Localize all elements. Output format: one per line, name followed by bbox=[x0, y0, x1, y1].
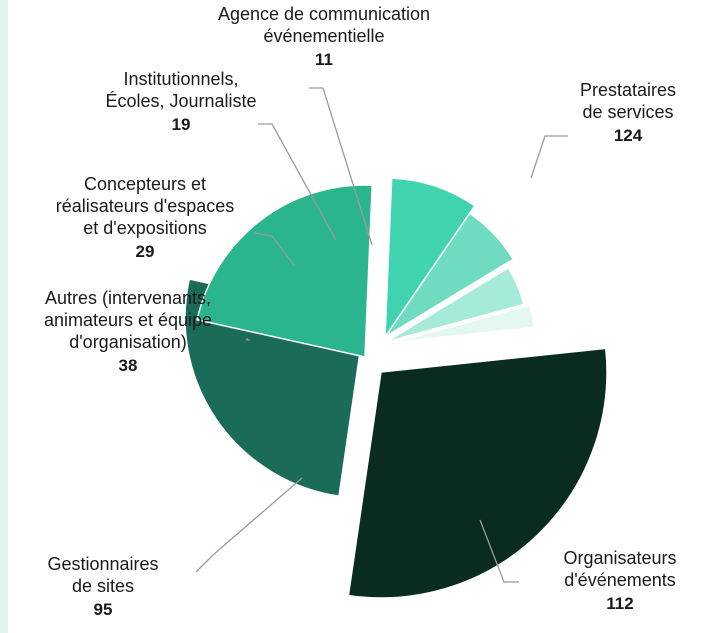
data-label-autres-line-2: animateurs et équipe bbox=[44, 310, 212, 330]
data-value-institutionnels: 19 bbox=[172, 115, 191, 134]
leader-line-agence bbox=[309, 87, 373, 246]
pie-slice-concepteurs bbox=[384, 212, 515, 338]
pie-slice-agence bbox=[394, 304, 536, 343]
leader-line-concepteurs bbox=[253, 232, 295, 266]
data-value-autres: 38 bbox=[119, 356, 138, 375]
data-label-organisateurs-line-2: d'événements bbox=[564, 570, 676, 590]
pie-slice-autres bbox=[384, 177, 476, 340]
left-accent-strip bbox=[0, 0, 8, 633]
pie-slice-prestataires bbox=[347, 347, 608, 599]
leader-line-organisateurs bbox=[479, 519, 519, 583]
data-label-concepteurs-line-1: Concepteurs et bbox=[84, 174, 206, 194]
data-label-institutionnels-line-2: Écoles, Journaliste bbox=[105, 91, 256, 111]
data-value-gestionnaires: 95 bbox=[94, 600, 113, 619]
leader-line-autres bbox=[246, 338, 250, 341]
data-value-concepteurs: 29 bbox=[136, 242, 155, 261]
data-value-agence: 11 bbox=[315, 50, 333, 69]
data-label-agence-line-1: Agence de communication bbox=[218, 4, 430, 24]
data-label-prestataires-line-1: Prestataires bbox=[580, 80, 676, 100]
data-label-concepteurs-line-3: et d'expositions bbox=[83, 218, 207, 238]
data-label-agence-line-2: événementielle bbox=[263, 26, 384, 46]
data-label-concepteurs-line-2: réalisateurs d'espaces bbox=[56, 196, 235, 216]
data-label-autres-line-1: Autres (intervenants, bbox=[45, 288, 211, 308]
leader-line-institutionnels bbox=[258, 123, 337, 241]
data-label-gestionnaires-line-1: Gestionnaires bbox=[47, 554, 158, 574]
data-label-gestionnaires-line-2: de sites bbox=[72, 576, 134, 596]
data-value-prestataires: 124 bbox=[614, 126, 643, 145]
pie-slice-institutionnels bbox=[385, 266, 525, 343]
leader-line-gestionnaires bbox=[195, 477, 303, 573]
pie-slice-gestionnaires bbox=[196, 184, 374, 358]
data-label-autres-line-3: d'organisation) bbox=[69, 332, 187, 352]
data-label-institutionnels-line-1: Institutionnels, bbox=[123, 69, 238, 89]
data-value-organisateurs: 112 bbox=[606, 594, 633, 613]
data-label-prestataires-line-2: de services bbox=[582, 102, 673, 122]
data-label-organisateurs-line-1: Organisateurs bbox=[563, 548, 676, 568]
leader-line-prestataires bbox=[530, 135, 568, 179]
